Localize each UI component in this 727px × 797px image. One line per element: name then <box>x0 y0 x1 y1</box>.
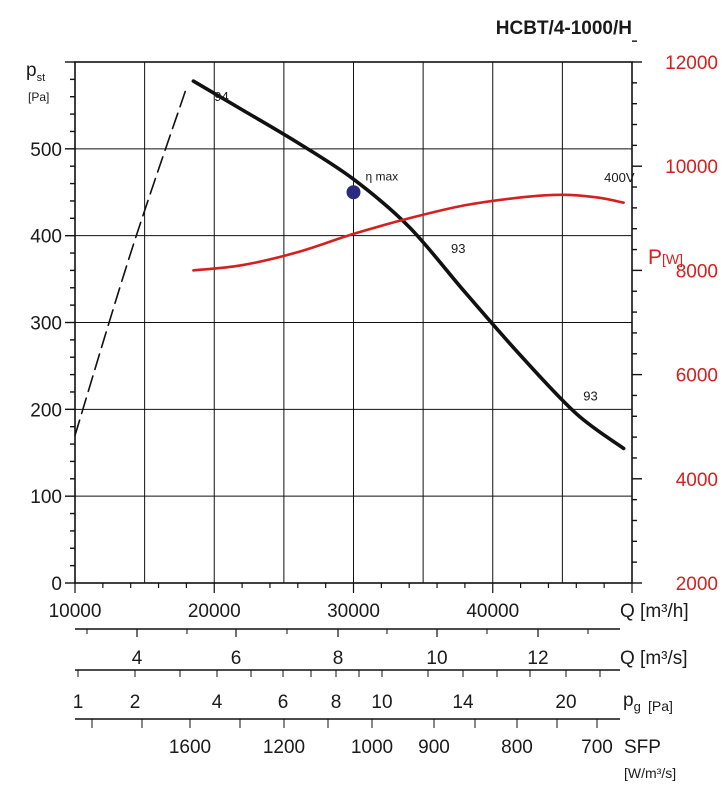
left-tick-label: 400 <box>30 227 62 248</box>
sfp-tick-label: 1600 <box>169 737 211 758</box>
pg-tick-label: 10 <box>371 692 392 713</box>
curve-annotation: 93 <box>451 241 465 256</box>
qs-tick-label: 8 <box>333 648 344 669</box>
pg-scale-unit: [Pa] <box>648 698 673 714</box>
left-tick-label: 100 <box>30 487 62 508</box>
sfp-tick-label: 900 <box>418 737 450 758</box>
pg-tick-label: 20 <box>555 692 576 713</box>
qs-scale-label: Q [m³/s] <box>620 648 688 669</box>
right-tick-label: 2000 <box>676 574 718 595</box>
x-tick-label: 10000 <box>49 601 102 622</box>
right-tick-label: 6000 <box>676 366 718 387</box>
right-tick-label: 4000 <box>676 470 718 491</box>
series-pressure-stall <box>74 87 188 437</box>
left-tick-label: 0 <box>51 574 62 595</box>
chart-title: HCBT/4-1000/H <box>496 18 632 39</box>
right-tick-label: 12000 <box>665 53 718 74</box>
qs-tick-label: 6 <box>231 648 242 669</box>
curve-annotation: 400V <box>604 170 635 185</box>
sfp-tick-label: 1200 <box>263 737 305 758</box>
x-tick-label: 20000 <box>188 601 241 622</box>
right-axis-label: P[W] <box>648 246 683 269</box>
left-tick-label: 300 <box>30 314 62 335</box>
sfp-tick-label: 800 <box>501 737 533 758</box>
pg-tick-label: 1 <box>73 692 84 713</box>
x-tick-label: 30000 <box>327 601 380 622</box>
x-axis-label: Q [m³/h] <box>620 601 689 622</box>
sfp-tick-label: 1000 <box>351 737 393 758</box>
series-400V <box>192 193 625 272</box>
pg-tick-label: 4 <box>212 692 223 713</box>
pg-tick-label: 6 <box>278 692 289 713</box>
eta-max-label: η max <box>366 169 399 183</box>
curve-annotation: 93 <box>583 389 597 404</box>
sfp-scale-label: SFP <box>624 737 661 758</box>
x-tick-label: 40000 <box>466 601 519 622</box>
curve-annotation: 94 <box>214 89 228 104</box>
left-tick-label: 200 <box>30 400 62 421</box>
right-tick-label: 8000 <box>676 261 718 282</box>
qs-tick-label: 12 <box>527 648 548 669</box>
sfp-tick-label: 700 <box>581 737 613 758</box>
right-tick-label: 10000 <box>665 157 718 178</box>
qs-tick-label: 10 <box>426 648 447 669</box>
left-axis-unit: [Pa] <box>28 90 49 104</box>
pg-tick-label: 2 <box>130 692 141 713</box>
eta-max-marker <box>346 185 361 200</box>
pg-tick-label: 8 <box>331 692 342 713</box>
series-pressure <box>191 79 626 451</box>
pg-tick-label: 14 <box>452 692 474 713</box>
left-axis-label: pst <box>26 60 45 84</box>
sfp-scale-unit: [W/m³/s] <box>624 765 676 781</box>
pg-scale-label: pg <box>623 690 641 714</box>
left-tick-label: 500 <box>30 140 62 161</box>
qs-tick-label: 4 <box>132 648 143 669</box>
